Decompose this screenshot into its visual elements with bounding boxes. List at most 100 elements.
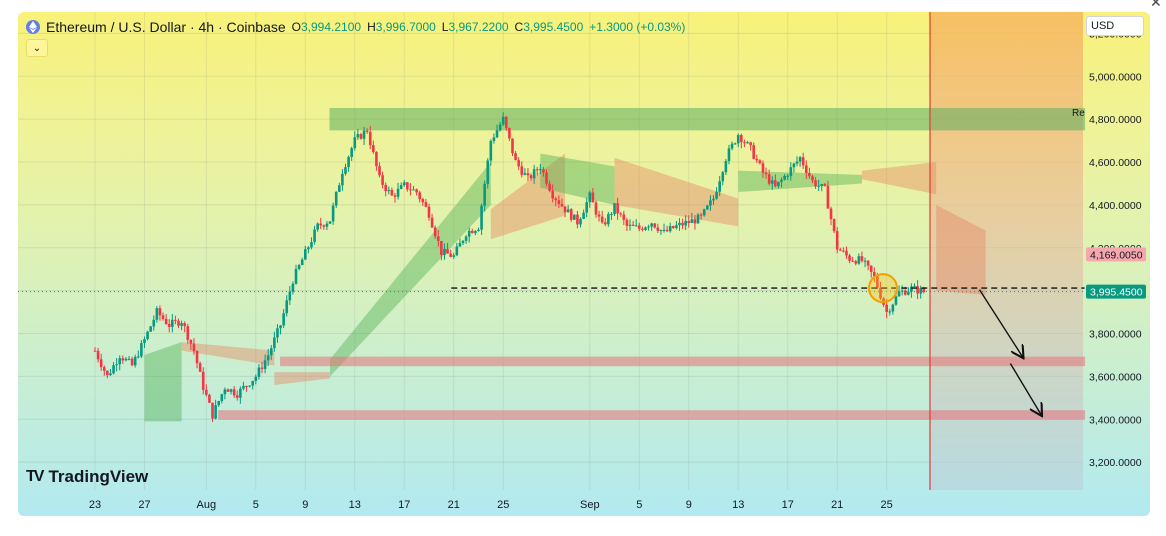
candle-body	[297, 265, 301, 270]
y-tick-label: 3,800.0000	[1089, 329, 1142, 341]
candle-body	[232, 389, 236, 396]
ichimoku-cloud-segment	[540, 153, 615, 205]
candle-body	[641, 228, 644, 230]
candle-body	[452, 255, 456, 257]
candle-body	[118, 358, 122, 365]
candle-body	[440, 240, 443, 255]
open-value: 3,994.2100	[301, 20, 362, 34]
candle-body	[316, 223, 319, 230]
x-tick-label: 25	[497, 499, 509, 511]
candle-body	[365, 130, 369, 132]
x-tick-label: 21	[448, 499, 460, 511]
ichimoku-cloud-segment	[274, 372, 331, 385]
candle-body	[780, 179, 783, 182]
ethereum-icon	[26, 20, 40, 34]
ohlc-values: O3,994.2100 H3,996.7000 L3,967.2200 C3,9…	[292, 20, 686, 34]
candle-body	[409, 189, 412, 191]
y-tick-label: 4,800.0000	[1089, 114, 1142, 126]
candle-body	[789, 167, 793, 176]
candle-body	[625, 219, 629, 226]
ichimoku-cloud-segment	[330, 162, 491, 377]
candle-body	[220, 394, 224, 402]
candle-body	[458, 243, 462, 247]
candle-body	[480, 205, 483, 230]
candle-body	[826, 185, 830, 209]
candle-body	[922, 288, 926, 293]
candle-body	[322, 225, 326, 227]
candle-body	[767, 174, 771, 184]
x-tick-label: 13	[732, 499, 744, 511]
candle-body	[421, 199, 425, 203]
candle-body	[248, 385, 251, 387]
candle-body	[808, 172, 811, 177]
candle-body	[597, 214, 601, 217]
candle-body	[396, 188, 400, 197]
candle-body	[539, 169, 542, 171]
candle-body	[854, 261, 858, 264]
collapse-legend-button[interactable]: ⌄	[26, 39, 48, 57]
zone-support_2	[218, 410, 1086, 420]
candle-body	[721, 172, 725, 182]
y-tick-label: 4,600.0000	[1089, 157, 1142, 169]
candle-body	[838, 249, 842, 251]
candle-body	[235, 395, 239, 398]
candle-body	[387, 189, 391, 191]
candle-body	[375, 152, 378, 167]
candle-body	[913, 286, 916, 288]
candle-body	[792, 163, 796, 168]
candle-body	[613, 203, 616, 215]
y-tick-label: 4,400.0000	[1089, 200, 1142, 212]
candle-body	[474, 231, 477, 234]
high-value: 3,996.7000	[375, 20, 436, 34]
candle-body	[634, 225, 638, 227]
candle-body	[492, 137, 496, 141]
candle-body	[99, 359, 103, 368]
candle-body	[517, 160, 520, 167]
candle-body	[461, 240, 465, 244]
candle-body	[591, 192, 595, 203]
candle-body	[344, 167, 347, 174]
candle-body	[146, 331, 149, 340]
x-tick-label: 17	[398, 499, 410, 511]
zone-resistance	[329, 107, 1086, 131]
price-chart[interactable]: 3,200.0000 3,400.0000 3,600.0000 3,800.0000…	[18, 12, 1150, 516]
candle-body	[727, 148, 731, 162]
x-tick-label: 9	[302, 499, 308, 511]
candle-body	[331, 205, 335, 222]
candle-body	[876, 276, 879, 288]
candle-body	[535, 169, 539, 171]
candle-body	[245, 385, 248, 387]
candle-body	[563, 206, 567, 213]
circle-marker	[867, 273, 898, 304]
candle-body	[675, 225, 678, 229]
close-icon[interactable]: ✕	[1150, 0, 1162, 10]
candle-body	[814, 180, 817, 187]
candle-body	[916, 286, 919, 294]
candle-body	[443, 248, 446, 255]
candle-body	[761, 163, 765, 173]
candle-body	[307, 247, 310, 250]
x-tick-label: Aug	[197, 499, 217, 511]
candle-body	[334, 191, 338, 206]
symbol-title[interactable]: Ethereum / U.S. Dollar · 4h · Coinbase	[46, 19, 286, 35]
x-tick-label: 27	[138, 499, 150, 511]
candle-body	[251, 380, 255, 386]
candle-body	[273, 337, 276, 349]
candle-body	[866, 260, 870, 266]
candle-body	[424, 202, 428, 207]
candle-body	[894, 296, 898, 305]
candle-body	[260, 367, 264, 369]
y-tick-label: 5,000.0000	[1089, 71, 1142, 83]
price-label-current: 3,995.4500	[1090, 287, 1143, 299]
currency-selector[interactable]: USD	[1086, 16, 1144, 36]
candle-body	[573, 214, 576, 220]
candle-body	[820, 184, 824, 186]
candle-body	[616, 203, 619, 214]
candle-body	[282, 313, 285, 326]
price-axis	[1083, 12, 1150, 516]
candle-body	[746, 142, 749, 144]
candle-body	[294, 269, 298, 284]
candle-body	[167, 323, 171, 327]
candle-body	[372, 145, 375, 153]
candle-body	[390, 189, 394, 196]
